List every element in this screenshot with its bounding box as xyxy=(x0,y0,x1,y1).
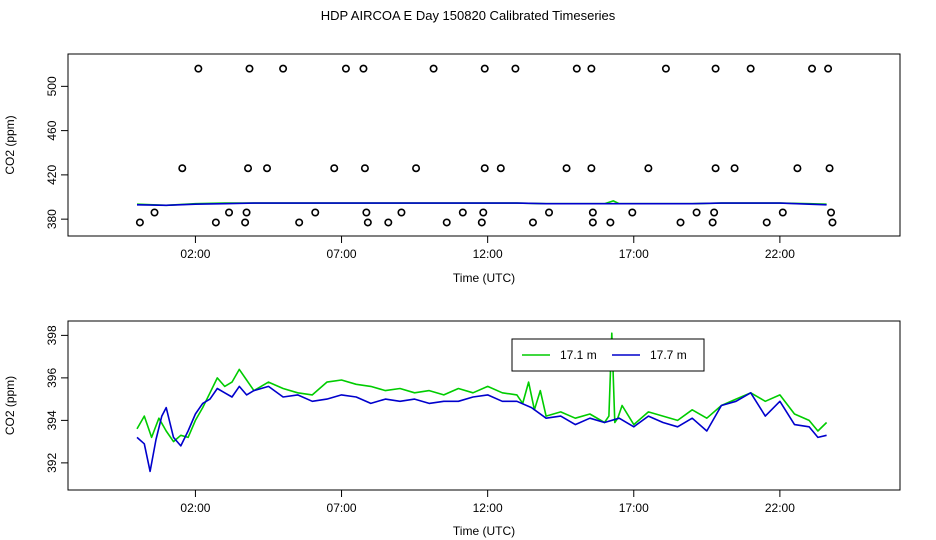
scatter-point xyxy=(363,218,372,227)
scatter-point xyxy=(384,218,393,227)
scatter-point xyxy=(412,164,421,173)
x-tick-label-2: 02:00 xyxy=(180,501,210,515)
scatter-point xyxy=(825,164,834,173)
scatter-point xyxy=(362,208,371,217)
x-tick-label-1: 22:00 xyxy=(765,247,795,261)
scatter-point xyxy=(279,64,288,73)
scatter-point xyxy=(429,64,438,73)
scatter-point xyxy=(762,218,771,227)
scatter-point xyxy=(628,208,637,217)
scatter-point xyxy=(708,218,717,227)
scatter-point xyxy=(242,208,251,217)
x-tick-label-2: 17:00 xyxy=(619,501,649,515)
plot-frame-2 xyxy=(67,320,901,491)
y-tick-label-2: 396 xyxy=(45,368,59,388)
scatter-point xyxy=(442,218,451,227)
scatter-point xyxy=(241,218,250,227)
scatter-point xyxy=(746,64,755,73)
x-tick-label-1: 07:00 xyxy=(327,247,357,261)
scatter-point xyxy=(711,164,720,173)
x-tick-label-1: 02:00 xyxy=(180,247,210,261)
scatter-point xyxy=(828,218,837,227)
scatter-point xyxy=(496,164,505,173)
scatter-point xyxy=(360,164,369,173)
scatter-point xyxy=(778,208,787,217)
y-tick-label-1: 380 xyxy=(45,209,59,229)
scatter-point xyxy=(730,164,739,173)
scatter-point xyxy=(359,64,368,73)
scatter-point xyxy=(710,208,719,217)
legend-entry-label: 17.7 m xyxy=(650,348,687,362)
scatter-point xyxy=(330,164,339,173)
chart-title: HDP AIRCOA E Day 150820 Calibrated Times… xyxy=(320,8,616,23)
scatter-point xyxy=(793,164,802,173)
x-axis-title-1: Time (UTC) xyxy=(453,271,515,285)
series-line-1-3 xyxy=(136,202,827,207)
y-axis-title-1: CO2 (ppm) xyxy=(3,115,17,174)
series-line-2-1 xyxy=(136,332,828,443)
x-tick-label-2: 22:00 xyxy=(765,501,795,515)
scatter-point xyxy=(295,218,304,227)
scatter-point xyxy=(194,64,203,73)
plot-frame-1 xyxy=(67,53,901,237)
scatter-point xyxy=(480,64,489,73)
y-tick-label-1: 420 xyxy=(45,165,59,185)
y-axis-title-2: CO2 (ppm) xyxy=(3,376,17,435)
series-line-2-2 xyxy=(136,385,827,473)
scatter-point xyxy=(244,164,253,173)
scatter-point xyxy=(150,208,159,217)
y-tick-label-2: 394 xyxy=(45,410,59,430)
scatter-point xyxy=(528,218,537,227)
scatter-point xyxy=(178,164,187,173)
scatter-point xyxy=(606,218,615,227)
scatter-point xyxy=(676,218,685,227)
scatter-point xyxy=(545,208,554,217)
scatter-point xyxy=(263,164,272,173)
scatter-point xyxy=(587,64,596,73)
scatter-point xyxy=(211,218,220,227)
y-tick-label-2: 398 xyxy=(45,325,59,345)
scatter-point xyxy=(808,64,817,73)
scatter-point xyxy=(477,218,486,227)
y-tick-label-2: 392 xyxy=(45,453,59,473)
scatter-point xyxy=(588,218,597,227)
scatter-point xyxy=(311,208,320,217)
scatter-point xyxy=(480,164,489,173)
scatter-point xyxy=(661,64,670,73)
scatter-point xyxy=(824,64,833,73)
scatter-point xyxy=(644,164,653,173)
scatter-point xyxy=(587,164,596,173)
scatter-point xyxy=(458,208,467,217)
scatter-point xyxy=(397,208,406,217)
x-tick-label-1: 12:00 xyxy=(473,247,503,261)
scatter-point xyxy=(588,208,597,217)
scatter-point xyxy=(572,64,581,73)
scatter-point xyxy=(479,208,488,217)
y-tick-label-1: 460 xyxy=(45,120,59,140)
scatter-point xyxy=(341,64,350,73)
x-tick-label-2: 12:00 xyxy=(473,501,503,515)
scatter-point xyxy=(225,208,234,217)
x-axis-title-2: Time (UTC) xyxy=(453,524,515,538)
scatter-point xyxy=(135,218,144,227)
legend-entry-label: 17.1 m xyxy=(560,348,597,362)
scatter-point xyxy=(692,208,701,217)
y-tick-label-1: 500 xyxy=(45,76,59,96)
x-tick-label-1: 17:00 xyxy=(619,247,649,261)
scatter-point xyxy=(827,208,836,217)
scatter-point xyxy=(711,64,720,73)
scatter-point xyxy=(245,64,254,73)
scatter-point xyxy=(511,64,520,73)
scatter-point xyxy=(562,164,571,173)
x-tick-label-2: 07:00 xyxy=(327,501,357,515)
